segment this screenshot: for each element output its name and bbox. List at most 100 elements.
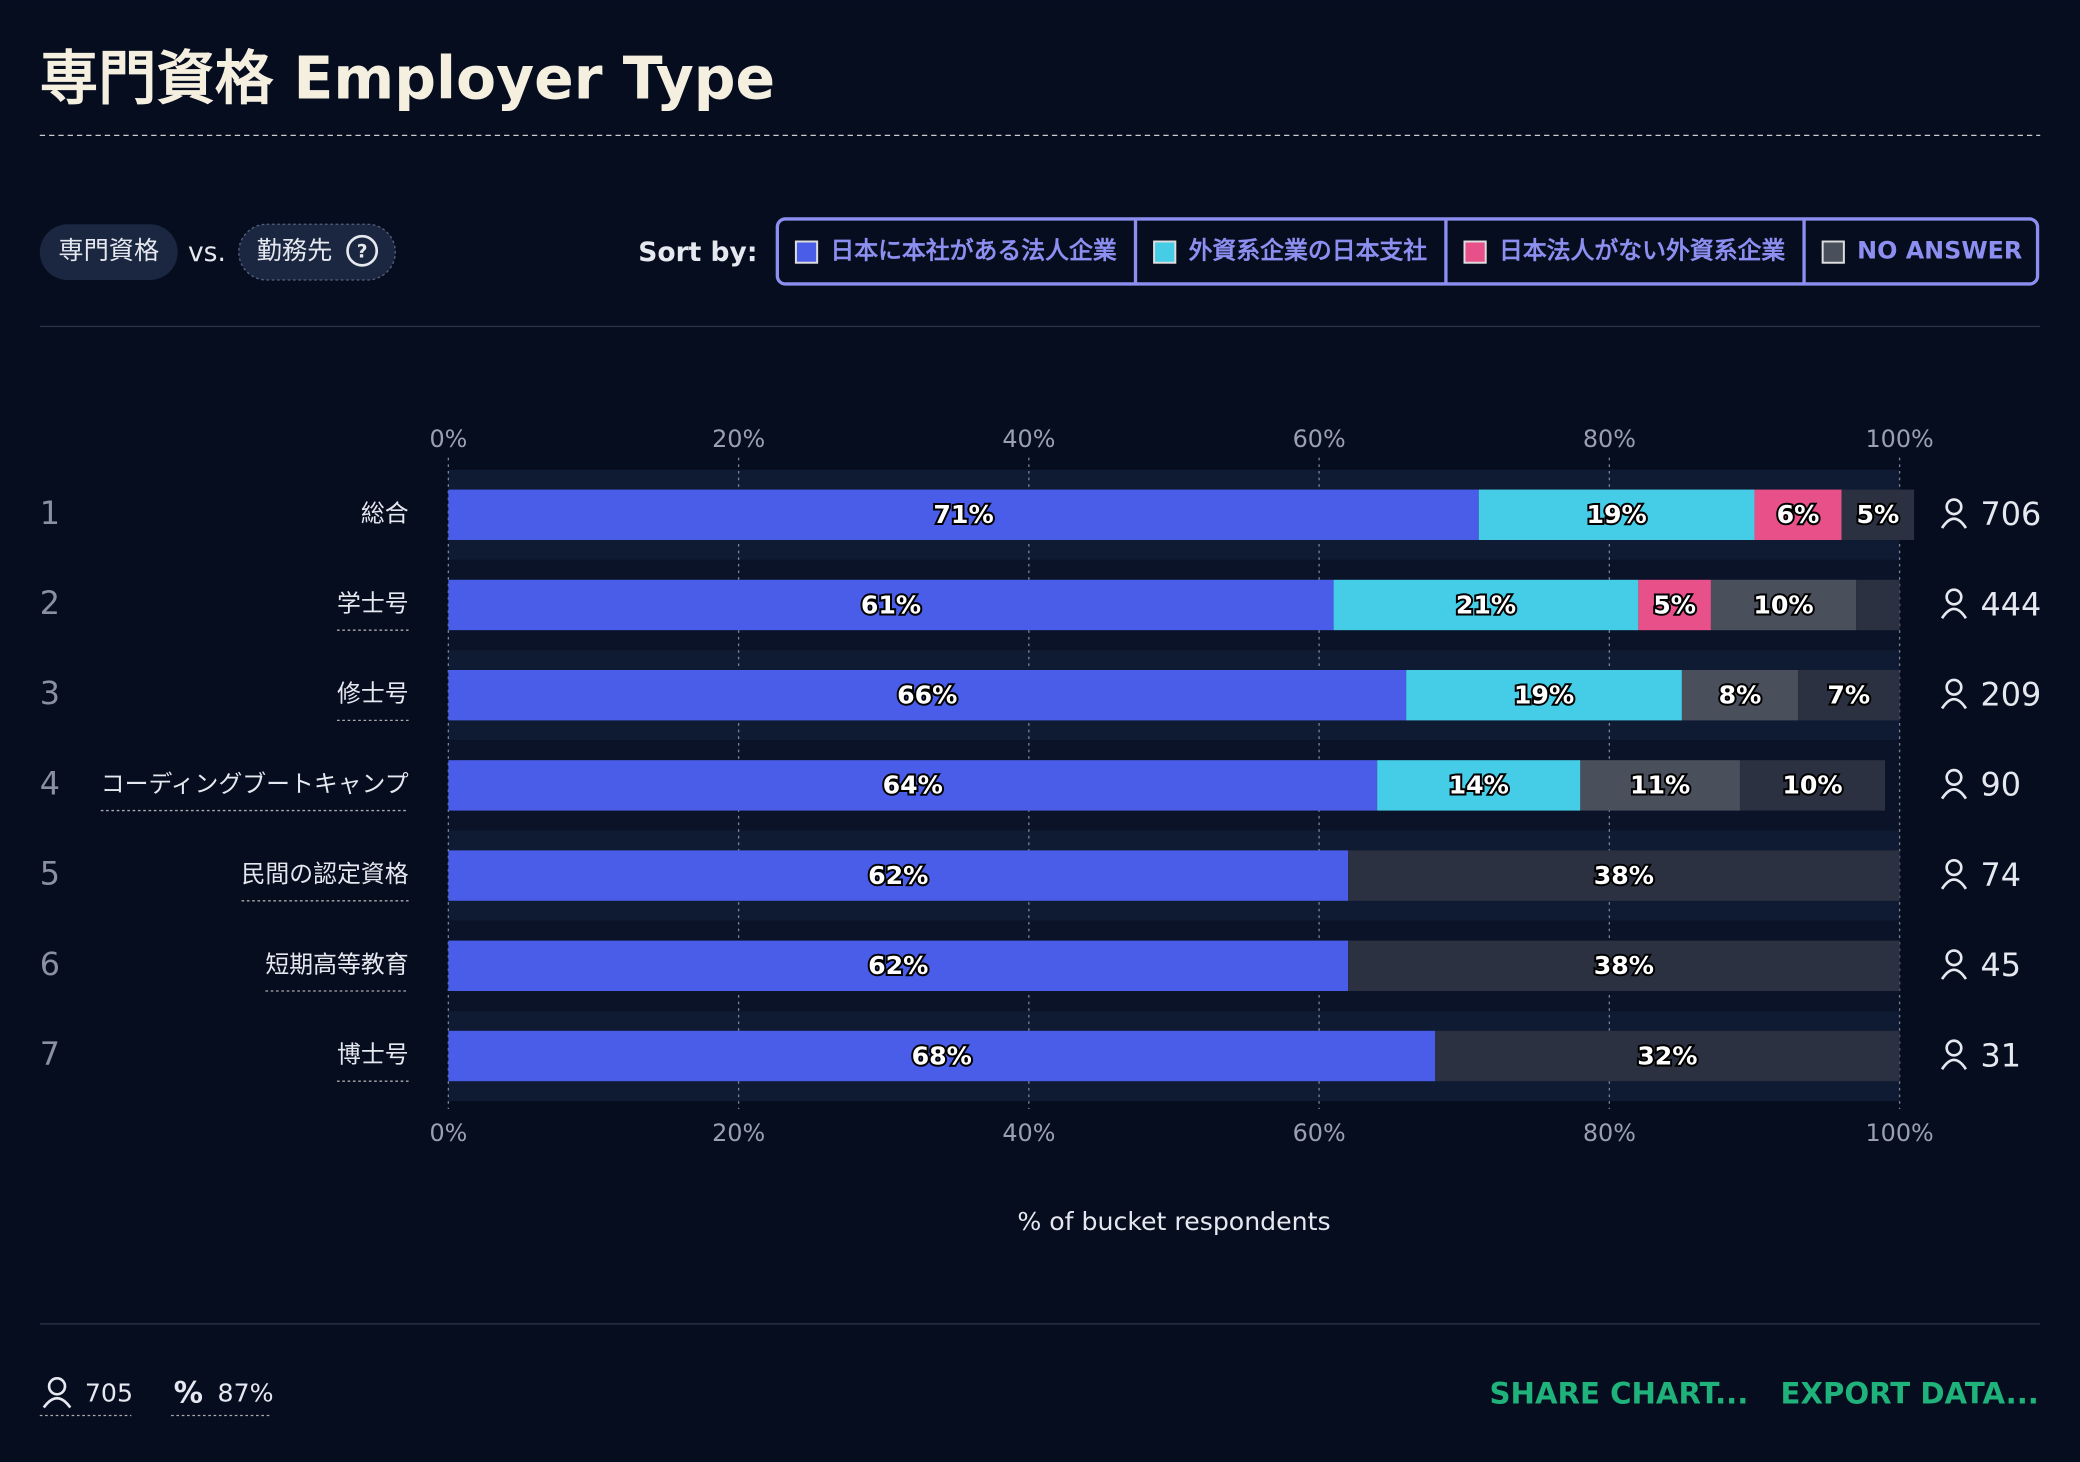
legend-label: 外資系企業の日本支社 (1189, 237, 1428, 265)
bar-segment (448, 669, 1407, 721)
bar-segment (1710, 579, 1857, 631)
bar-segment (448, 579, 1334, 631)
bar-segment (448, 850, 1349, 901)
rank: 4 (40, 764, 60, 802)
person-icon (1945, 498, 1963, 516)
segment-label: 62% (868, 951, 928, 980)
segment-label: 6% (1777, 500, 1820, 529)
x-tick-label: 0% (429, 1119, 467, 1147)
completion: 87% (218, 1378, 274, 1407)
person-icon (1940, 968, 1968, 980)
legend-label: 日本法人がない外資系企業 (1499, 237, 1785, 265)
bar-segment (448, 1030, 1436, 1082)
help-icon[interactable] (346, 234, 379, 267)
chart: 日本に本社がある法人企業 外資系企業の日本支社 日本法人がない外資系企業 NO ANS… (40, 237, 2041, 1237)
rank: 5 (40, 855, 60, 893)
segment-label: 19% (1514, 681, 1574, 710)
segment-label: 68% (912, 1041, 972, 1070)
x-tick-label: 60% (1293, 1119, 1346, 1147)
rank: 2 (40, 584, 60, 622)
person-icon (1940, 878, 1968, 890)
segment-label: 11% (1630, 771, 1690, 800)
rank: 1 (40, 494, 60, 532)
legend-swatch (1463, 240, 1487, 264)
bar-segment (1478, 489, 1755, 540)
rank: 7 (40, 1035, 60, 1073)
export-button[interactable]: EXPORT DATA... (1781, 1377, 2039, 1411)
person-icon (1945, 678, 1963, 696)
legend-swatch (1821, 240, 1845, 264)
legend-label: NO ANSWER (1857, 237, 2022, 265)
x-tick-label: 60% (1293, 425, 1346, 453)
segment-label: 10% (1753, 590, 1813, 619)
segment-label: 32% (1637, 1041, 1697, 1070)
primary-pill[interactable] (39, 224, 178, 280)
x-tick-label: 100% (1865, 425, 1933, 453)
rank: 6 (40, 945, 60, 983)
bar-segment (448, 489, 1479, 540)
bar-segment (1841, 489, 1915, 540)
x-tick-label: 20% (712, 1119, 765, 1147)
respondent-count: 31 (1981, 1036, 2022, 1074)
x-axis-title: % of bucket respondents (1017, 1207, 1330, 1236)
person-icon (1940, 1058, 1968, 1071)
segment-label: 66% (897, 681, 957, 710)
category-label: 博士号 (337, 1041, 409, 1069)
person-icon (47, 1377, 67, 1396)
person-icon (1940, 517, 1968, 529)
x-tick-label: 40% (1002, 1119, 1055, 1147)
person-icon (1940, 607, 1968, 619)
primary-variable[interactable]: 専門資格 (58, 236, 159, 265)
segment-label: 61% (861, 590, 921, 619)
category-label: 民間の認定資格 (242, 860, 409, 888)
bar-segment (1754, 489, 1842, 540)
bar-segment (1739, 760, 1886, 811)
legend-swatch (1153, 240, 1177, 264)
x-tick-label: 40% (1002, 425, 1055, 453)
respondent-count: 90 (1981, 766, 2022, 804)
segment-label: 14% (1449, 771, 1509, 800)
legend-label: 日本に本社がある法人企業 (830, 237, 1116, 265)
footer-completion: % 87% (171, 1375, 274, 1417)
category-label: 学士号 (337, 589, 409, 617)
segment-label: 71% (933, 500, 993, 529)
footer-respondents: 705 (39, 1377, 133, 1417)
segment-label: 64% (883, 771, 943, 800)
x-tick-label: 80% (1583, 1119, 1636, 1147)
bar-segment (448, 940, 1349, 991)
person-icon (1940, 697, 1968, 710)
person-icon (1945, 949, 1963, 967)
x-tick-label: 80% (1583, 425, 1636, 453)
bar-segment (1348, 850, 1900, 901)
category-label: コーディングブートキャンプ (101, 770, 409, 798)
secondary-variable[interactable]: 勤務先 (257, 236, 333, 265)
x-tick-label: 20% (712, 425, 765, 453)
category-label: 総合 (361, 499, 409, 527)
sort-group (775, 217, 2040, 286)
person-icon (42, 1396, 72, 1409)
share-button[interactable]: SHARE CHART... (1490, 1377, 1749, 1411)
segment-label: 5% (1856, 500, 1899, 529)
segment-label: 7% (1827, 681, 1870, 710)
person-icon (1945, 768, 1963, 787)
bar-segment (1348, 940, 1900, 991)
segment-label: 19% (1586, 500, 1646, 529)
respondent-count: 209 (1981, 676, 2042, 714)
bar-segment (1681, 669, 1799, 721)
legend-swatch (794, 240, 819, 264)
rank: 3 (40, 674, 60, 712)
bar-segment (1333, 579, 1639, 631)
bar-segment (1638, 579, 1711, 631)
segment-label: 62% (868, 861, 928, 890)
respondent-count: 444 (1981, 585, 2042, 623)
bar-segment (1406, 669, 1682, 721)
segment-label: 8% (1719, 681, 1762, 710)
bar-segment (1377, 760, 1581, 811)
x-tick-label: 0% (429, 425, 467, 453)
segment-label: 38% (1594, 861, 1654, 890)
vs-label: vs. (188, 237, 226, 268)
help-mark: ? (357, 242, 368, 263)
person-icon (1945, 859, 1963, 877)
sort-label: Sort by: (638, 237, 757, 268)
category-label: 修士号 (337, 680, 409, 708)
